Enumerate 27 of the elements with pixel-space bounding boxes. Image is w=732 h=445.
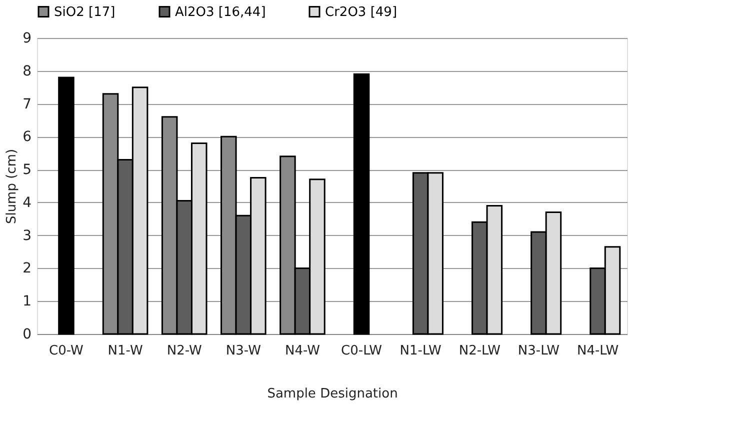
legend-label: Cr2O3 [49] [325,4,398,20]
x-tick-label: N3-LW [518,344,560,358]
y-tick-label: 0 [22,326,32,342]
x-tick-label: N3-W [226,344,262,358]
bar [58,76,74,335]
y-tick-label: 6 [22,129,32,146]
x-axis-title: Sample Designation [267,386,398,402]
legend-label: Al2O3 [16,44] [175,4,266,20]
x-tick-label: N2-LW [458,344,501,358]
y-tick-label: 3 [22,228,32,244]
x-tick-label: N4-LW [576,344,619,358]
y-axis-title: Slump (cm) [4,148,20,224]
x-tick-label: N1-W [108,344,143,358]
y-tick-label: 2 [22,260,32,277]
y-tick-label: 4 [22,194,32,211]
x-tick-label: N1-LW [400,344,442,358]
legend-label: SiO2 [17] [54,4,116,20]
x-tick-label: C0-W [49,344,84,358]
y-tick-label: 1 [22,294,32,310]
y-tick-label: 7 [22,96,32,112]
x-tick-label: N2-W [166,344,202,358]
y-tick-label: 9 [22,30,32,46]
x-tick-label: C0-LW [341,344,382,358]
bar [353,73,370,335]
x-tick-label: N4-W [284,344,320,358]
y-tick-label: 5 [22,162,32,178]
y-tick-label: 8 [22,63,32,80]
